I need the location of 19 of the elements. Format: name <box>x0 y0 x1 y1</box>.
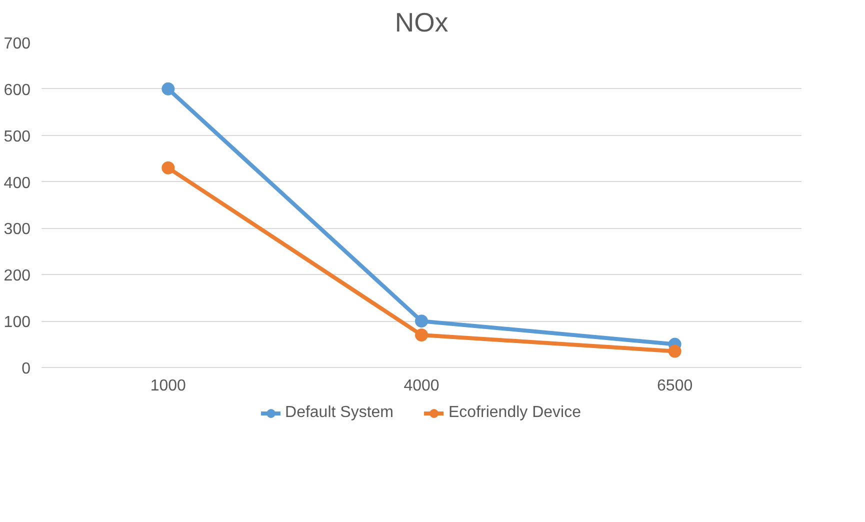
legend-label: Default System <box>285 404 394 422</box>
x-tick-label: 4000 <box>404 378 440 394</box>
y-tick-label: 400 <box>4 174 31 192</box>
y-tick-label: 600 <box>4 82 31 99</box>
chart-title: NOx <box>394 8 449 38</box>
y-tick-label: 700 <box>4 36 31 52</box>
point <box>162 82 175 96</box>
point <box>415 328 428 342</box>
point <box>162 161 175 174</box>
y-tick-label: 100 <box>4 314 31 332</box>
point <box>415 314 428 328</box>
point <box>668 344 682 358</box>
y-tick-label: 0 <box>22 360 31 378</box>
y-tick-label: 300 <box>4 221 31 238</box>
legend-label: Ecofriendly Device <box>448 404 581 422</box>
x-tick-label: 1000 <box>150 378 186 394</box>
y-tick-label: 500 <box>4 128 31 146</box>
y-tick-label: 200 <box>4 268 31 285</box>
x-tick-label: 6500 <box>657 378 693 394</box>
